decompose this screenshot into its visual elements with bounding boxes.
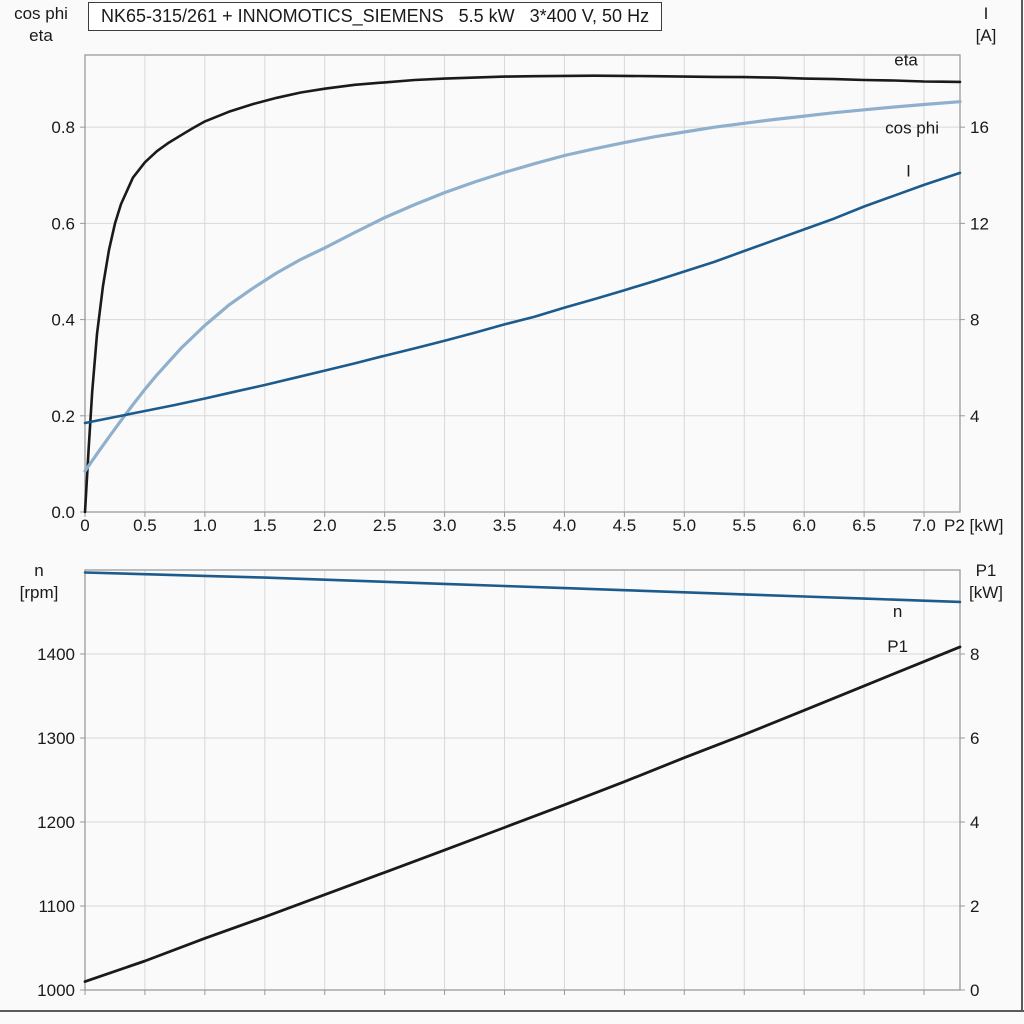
x-tick-label: 7.0 [912, 516, 936, 535]
left-tick-label: 1400 [37, 645, 75, 664]
x-tick-label: 4.0 [553, 516, 577, 535]
left-tick-label: 0.0 [51, 503, 75, 522]
x-tick-label: 6.0 [792, 516, 816, 535]
right-tick-label: 16 [970, 118, 989, 137]
chart-title: NK65-315/261 + INNOMOTICS_SIEMENS 5.5 kW… [88, 2, 663, 31]
I-curve-label: I [906, 161, 911, 180]
power-axis-title-line1: P1 [975, 561, 997, 580]
top-chart-left-axis-title: cos phi eta [2, 3, 80, 47]
right-tick-label: 8 [970, 311, 979, 330]
right-axis-title-line2: [A] [975, 26, 997, 45]
right-axis-title-line1: I [983, 4, 989, 23]
window-border-right [1021, 0, 1023, 1012]
right-tick-label: 2 [970, 897, 979, 916]
right-tick-label: 4 [970, 813, 979, 832]
x-tick-label: 3.5 [493, 516, 517, 535]
x-tick-label: 3.0 [433, 516, 457, 535]
bottom-chart-right-axis-title: P1 [kW] [954, 560, 1018, 604]
x-tick-label: 5.5 [732, 516, 756, 535]
left-tick-label: 1300 [37, 729, 75, 748]
n-curve-label: n [893, 602, 902, 621]
x-tick-label: 1.5 [253, 516, 277, 535]
x-axis-label: P2 [kW] [944, 516, 1004, 535]
x-tick-label: 2.0 [313, 516, 337, 535]
eta-curve-label: eta [894, 51, 918, 70]
window-border-bottom [0, 1010, 1024, 1012]
cos-phi-curve-label: cos phi [885, 118, 939, 137]
bottom-chart-svg: 1000 1100 1200 1300 1400 0 2 4 6 8 n P1 [37, 569, 979, 1000]
right-tick-label: 0 [970, 981, 979, 1000]
eta-curve [83, 74, 962, 514]
x-tick-label: 4.5 [613, 516, 637, 535]
right-tick-label: 12 [970, 214, 989, 233]
power-axis-title-line2: [kW] [969, 583, 1003, 602]
right-tick-label: 6 [970, 729, 979, 748]
top-chart-right-axis-title: I [A] [954, 3, 1018, 47]
left-tick-label: 1200 [37, 813, 75, 832]
left-axis-title-line2: eta [29, 26, 53, 45]
x-tick-label: 6.5 [852, 516, 876, 535]
x-tick-label: 5.0 [672, 516, 696, 535]
P1-curve [83, 645, 962, 984]
plot-frame [84, 569, 961, 991]
x-tick-label: 2.5 [373, 516, 397, 535]
bottom-chart-left-axis-title: n [rpm] [0, 560, 78, 604]
left-tick-label: 0.4 [51, 311, 75, 330]
n-curve [83, 571, 962, 604]
x-tick-label: 1.0 [193, 516, 217, 535]
x-tick-label: 0.5 [133, 516, 157, 535]
speed-axis-title-line1: n [34, 561, 44, 580]
left-axis-title-line1: cos phi [14, 4, 68, 23]
I-curve [83, 171, 962, 425]
right-tick-label: 8 [970, 645, 979, 664]
left-tick-label: 1100 [38, 897, 75, 916]
P1-curve-label: P1 [887, 637, 908, 656]
plot-frame [84, 54, 961, 513]
cos-phi-curve [83, 100, 962, 473]
left-tick-label: 1000 [37, 981, 75, 1000]
left-tick-label: 0.6 [51, 214, 75, 233]
top-chart-svg: 0.0 0.2 0.4 0.6 0.8 4 8 12 16 0 0.5 1.0 1.5 2.0 2.5 3.0… [51, 51, 1004, 535]
left-tick-label: 0.2 [51, 407, 75, 426]
right-tick-label: 4 [970, 407, 979, 426]
left-tick-label: 0.8 [51, 118, 75, 137]
speed-axis-title-line2: [rpm] [19, 583, 59, 602]
x-tick-label: 0 [80, 516, 89, 535]
